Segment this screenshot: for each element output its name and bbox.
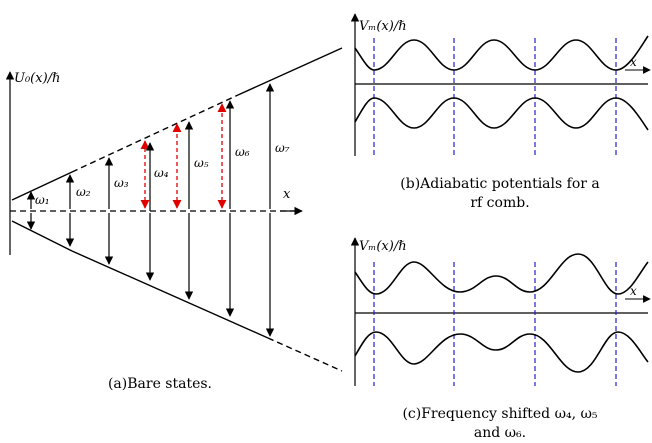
panel-c-caption-line2: and ω₆. <box>474 425 526 441</box>
omega-3-label: ω₃ <box>114 176 129 190</box>
omega-4-label: ω₄ <box>154 166 169 180</box>
lower-bare-state-solid <box>71 250 269 339</box>
panel-a-x-label: x <box>283 187 291 202</box>
panel-c-upper-potential <box>354 253 649 295</box>
upper-bare-state-solid-left <box>11 171 73 201</box>
panel-a: U₀(x)/ℏ x ω₁ ω₂ ω₃ <box>5 47 343 392</box>
omega-7-label: ω₇ <box>275 141 290 155</box>
panel-b-y-label: Vₘ(x)/ℏ <box>359 19 407 34</box>
panel-b-x-label: x <box>630 55 637 69</box>
panel-c-lower-potential <box>354 331 649 373</box>
panel-c-y-label: Vₘ(x)/ℏ <box>359 239 407 254</box>
panel-a-caption: (a)Bare states. <box>108 376 212 392</box>
omega-1-label: ω₁ <box>35 193 50 207</box>
upper-bare-state-dashed <box>71 94 239 173</box>
panel-c-x-label: x <box>630 284 637 298</box>
panel-b-upper-potential <box>354 35 649 71</box>
panel-b-lower-potential <box>354 97 649 131</box>
panel-a-y-label: U₀(x)/ℏ <box>14 71 60 86</box>
panel-c-caption-line1: (c)Frequency shifted ω₄, ω₅ <box>402 406 597 422</box>
omega-6-label: ω₆ <box>235 145 250 159</box>
panel-b-caption-line1: (b)Adiabatic potentials for a <box>400 176 599 192</box>
omega-5-label: ω₅ <box>194 156 209 170</box>
upper-bare-state-solid-right <box>237 47 343 96</box>
panel-b-caption-line2: rf comb. <box>470 195 529 211</box>
omega-2-label: ω₂ <box>76 185 91 199</box>
lower-bare-state-solid-left <box>11 220 73 252</box>
panel-b: Vₘ(x)/ℏ x (b)Adiabatic potentials for a … <box>350 13 651 211</box>
panel-c: Vₘ(x)/ℏ x (c)Frequency shifted ω₄, ω₅ an… <box>350 237 651 441</box>
lower-bare-state-dashed <box>267 337 343 372</box>
